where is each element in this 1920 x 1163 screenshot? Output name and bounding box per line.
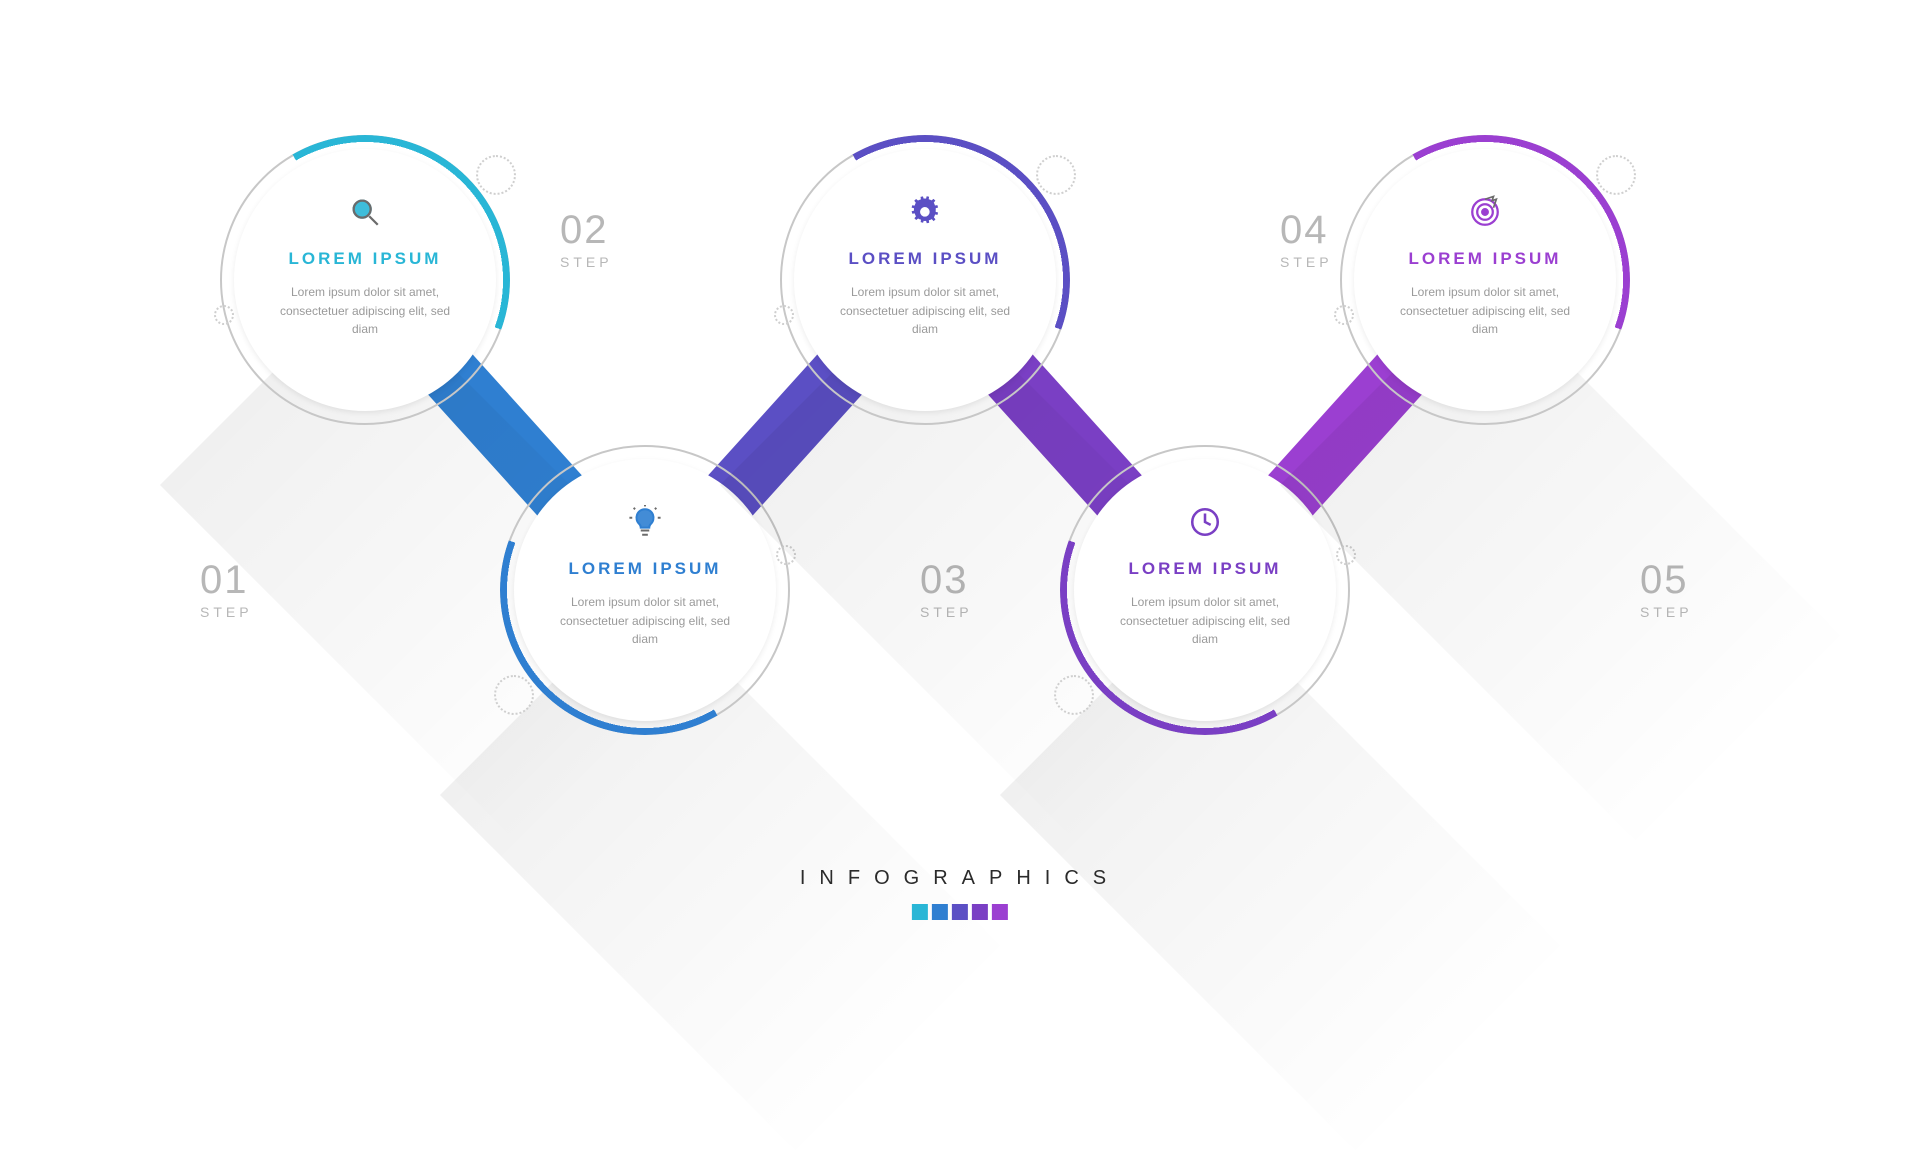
- step-node-1: LOREM IPSUM Lorem ipsum dolor sit amet, c…: [220, 135, 510, 425]
- step-desc: Lorem ipsum dolor sit amet, consectetuer…: [835, 283, 1015, 339]
- step-desc: Lorem ipsum dolor sit amet, consectetuer…: [555, 593, 735, 649]
- swatch: [972, 904, 988, 920]
- node-disc: LOREM IPSUM Lorem ipsum dolor sit amet, c…: [1354, 149, 1616, 411]
- node-disc: LOREM IPSUM Lorem ipsum dolor sit amet, c…: [234, 149, 496, 411]
- step-label-2: 02 STEP: [560, 210, 613, 270]
- step-title: LOREM IPSUM: [849, 249, 1002, 269]
- dot-deco: [1036, 155, 1076, 195]
- step-number: 05: [1640, 560, 1693, 600]
- step-number: 04: [1280, 210, 1333, 250]
- dot-deco: [1336, 545, 1356, 565]
- step-node-5: LOREM IPSUM Lorem ipsum dolor sit amet, c…: [1340, 135, 1630, 425]
- target-icon: [1468, 189, 1502, 235]
- step-word: STEP: [1640, 604, 1693, 620]
- dot-deco: [214, 305, 234, 325]
- dot-deco: [1596, 155, 1636, 195]
- step-title: LOREM IPSUM: [569, 559, 722, 579]
- bulb-icon: [628, 499, 662, 545]
- step-word: STEP: [1280, 254, 1333, 270]
- search-icon: [348, 189, 382, 235]
- node-disc: LOREM IPSUM Lorem ipsum dolor sit amet, c…: [514, 459, 776, 721]
- step-word: STEP: [200, 604, 253, 620]
- dot-deco: [776, 545, 796, 565]
- step-desc: Lorem ipsum dolor sit amet, consectetuer…: [275, 283, 455, 339]
- step-word: STEP: [560, 254, 613, 270]
- dot-deco: [774, 305, 794, 325]
- step-label-4: 04 STEP: [1280, 210, 1333, 270]
- step-node-3: LOREM IPSUM Lorem ipsum dolor sit amet, c…: [780, 135, 1070, 425]
- infographic-stage: LOREM IPSUM Lorem ipsum dolor sit amet, c…: [0, 0, 1920, 960]
- gear-icon: [908, 189, 942, 235]
- step-title: LOREM IPSUM: [1409, 249, 1562, 269]
- footer-title: INFOGRAPHICS: [800, 867, 1120, 890]
- step-label-3: 03 STEP: [920, 560, 973, 620]
- node-disc: LOREM IPSUM Lorem ipsum dolor sit amet, c…: [794, 149, 1056, 411]
- step-number: 01: [200, 560, 253, 600]
- step-desc: Lorem ipsum dolor sit amet, consectetuer…: [1395, 283, 1575, 339]
- swatch: [952, 904, 968, 920]
- dot-deco: [1054, 675, 1094, 715]
- swatch: [992, 904, 1008, 920]
- dot-deco: [494, 675, 534, 715]
- node-disc: LOREM IPSUM Lorem ipsum dolor sit amet, c…: [1074, 459, 1336, 721]
- step-label-5: 05 STEP: [1640, 560, 1693, 620]
- step-title: LOREM IPSUM: [1129, 559, 1282, 579]
- step-desc: Lorem ipsum dolor sit amet, consectetuer…: [1115, 593, 1295, 649]
- swatch: [912, 904, 928, 920]
- step-word: STEP: [920, 604, 973, 620]
- step-node-4: LOREM IPSUM Lorem ipsum dolor sit amet, c…: [1060, 445, 1350, 735]
- step-number: 03: [920, 560, 973, 600]
- palette-swatches: [800, 904, 1120, 920]
- swatch: [932, 904, 948, 920]
- footer: INFOGRAPHICS: [800, 867, 1120, 920]
- step-number: 02: [560, 210, 613, 250]
- step-title: LOREM IPSUM: [289, 249, 442, 269]
- dot-deco: [476, 155, 516, 195]
- step-node-2: LOREM IPSUM Lorem ipsum dolor sit amet, c…: [500, 445, 790, 735]
- step-label-1: 01 STEP: [200, 560, 253, 620]
- dot-deco: [1334, 305, 1354, 325]
- clock-icon: [1188, 499, 1222, 545]
